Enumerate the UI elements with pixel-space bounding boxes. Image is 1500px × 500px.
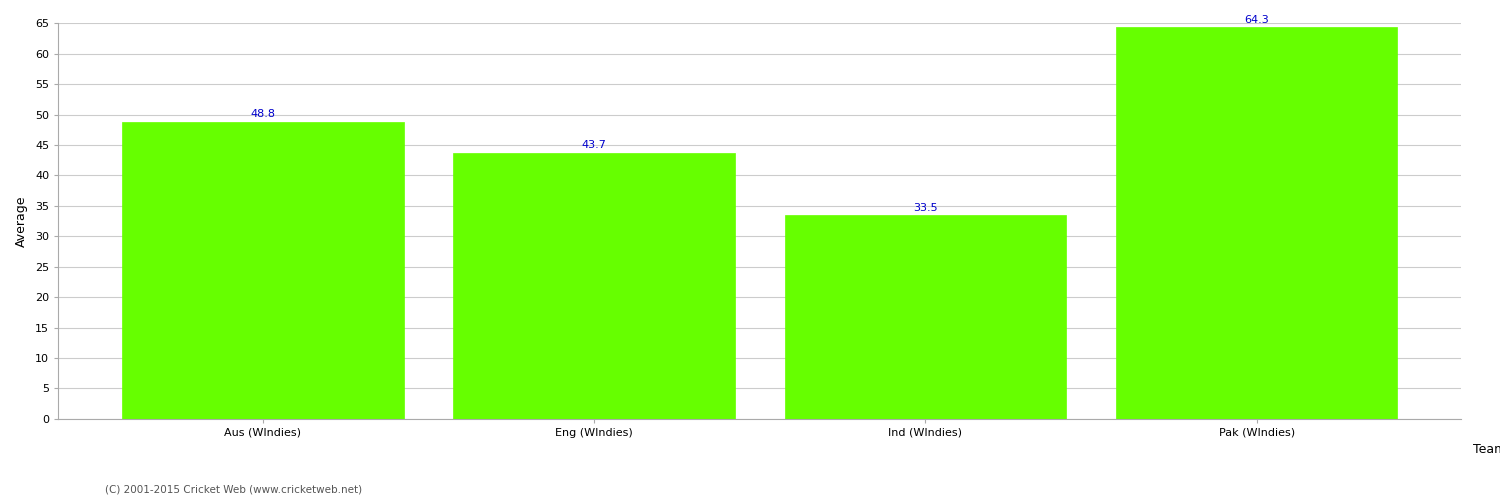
Y-axis label: Average: Average: [15, 196, 28, 247]
Text: 64.3: 64.3: [1245, 15, 1269, 25]
Bar: [784, 215, 1066, 419]
X-axis label: Team: Team: [1473, 442, 1500, 456]
Bar: [122, 122, 404, 419]
Text: 48.8: 48.8: [251, 110, 274, 120]
Text: 43.7: 43.7: [582, 140, 606, 150]
Bar: [453, 153, 735, 419]
Bar: [1116, 28, 1398, 419]
Text: 33.5: 33.5: [914, 202, 938, 212]
Text: (C) 2001-2015 Cricket Web (www.cricketweb.net): (C) 2001-2015 Cricket Web (www.cricketwe…: [105, 485, 362, 495]
